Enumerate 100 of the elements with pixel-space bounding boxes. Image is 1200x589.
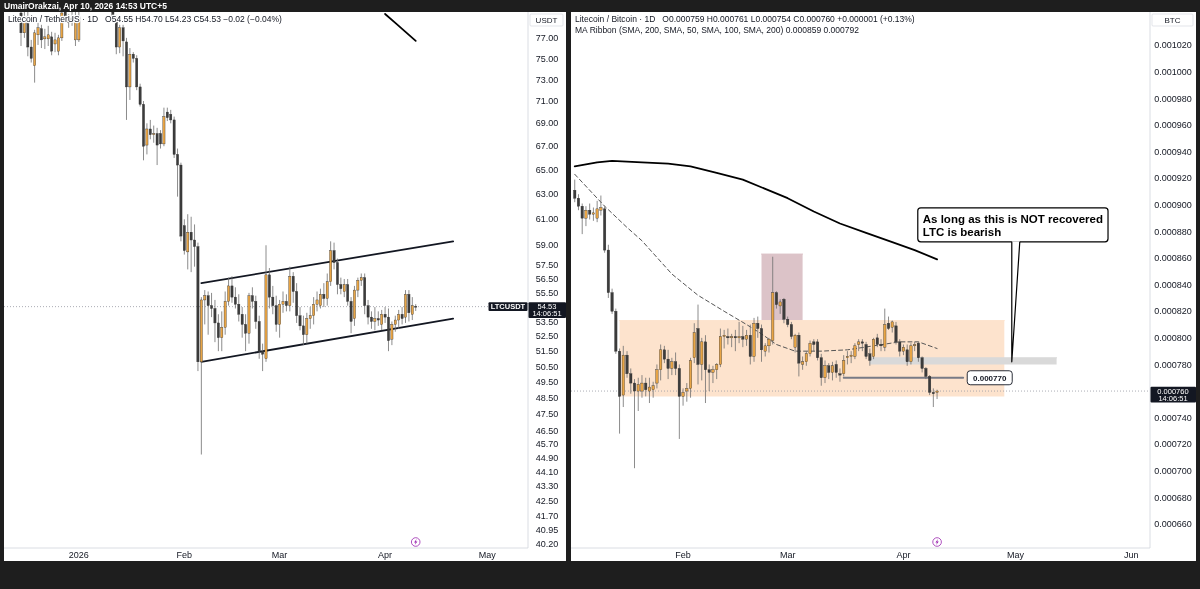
- candlestick: [152, 125, 156, 144]
- y-tick-label: 77.00: [535, 33, 559, 44]
- y-tick-label: 0.000840: [1154, 279, 1192, 290]
- x-tick-label: Feb: [176, 550, 193, 561]
- y-tick-label: 59.00: [535, 240, 559, 251]
- candlestick: [909, 342, 913, 365]
- candlestick: [43, 28, 47, 50]
- x-tick-label: Mar: [779, 550, 796, 561]
- y-tick-label: 0.000740: [1154, 412, 1192, 423]
- candlestick: [726, 328, 730, 345]
- y-tick-label: 67.00: [535, 141, 559, 152]
- y-tick-label: 44.90: [535, 453, 559, 464]
- x-tick-label: May: [478, 550, 497, 561]
- y-tick-label: 55.50: [535, 288, 559, 299]
- y-tick-label: 43.30: [535, 481, 559, 492]
- y-tick-label: 0.001000: [1154, 67, 1192, 77]
- y-tick-label: 53.50: [535, 316, 559, 327]
- y-tick-label: 49.50: [535, 377, 559, 388]
- y-tick-label: 0.001020: [1154, 40, 1192, 51]
- y-tick-label: 63.00: [535, 189, 559, 200]
- y-tick-label: 0.000920: [1154, 173, 1192, 184]
- candlestick: [733, 329, 737, 352]
- candlestick: [831, 361, 834, 381]
- y-tick-label: 0.000880: [1154, 226, 1192, 237]
- y-axis-title: USDT: [535, 15, 558, 25]
- y-tick-label: 75.00: [535, 53, 559, 64]
- y-tick-label: 50.50: [535, 361, 559, 372]
- y-tick-label: 0.000800: [1154, 333, 1192, 344]
- candlestick: [407, 289, 411, 322]
- candlestick: [730, 333, 734, 348]
- candlestick: [206, 291, 210, 336]
- y-tick-label: 51.50: [535, 346, 559, 357]
- annotation: MA Ribbon (SMA, 200, SMA, 50, SMA, 100, SMA, 200) 0.000859 0.000792: [575, 25, 860, 35]
- y-tick-label: 45.70: [535, 439, 559, 450]
- x-tick-label: 2026: [68, 550, 89, 561]
- candlestick: [387, 308, 390, 352]
- candlestick: [648, 377, 651, 404]
- candlestick: [189, 216, 193, 273]
- y-tick-label: 46.50: [535, 425, 559, 436]
- candlestick: [670, 357, 674, 376]
- y-tick-label: 0.000900: [1154, 200, 1192, 210]
- candlestick: [872, 337, 875, 360]
- candlestick: [230, 275, 234, 304]
- candlestick: [823, 360, 827, 384]
- candlestick: [595, 200, 599, 223]
- y-tick-label: 40.95: [535, 524, 559, 535]
- candlestick: [782, 297, 786, 324]
- y-tick-label: 44.10: [535, 467, 559, 478]
- candlestick: [636, 377, 640, 412]
- y-tick-label: 42.50: [535, 495, 559, 506]
- candlestick: [414, 303, 418, 312]
- y-tick-label: 0.000820: [1154, 306, 1192, 317]
- y-tick-label: 0.000720: [1154, 439, 1192, 450]
- x-tick-label: Feb: [675, 550, 691, 561]
- candlestick: [404, 289, 407, 324]
- candlestick: [342, 278, 346, 298]
- y-tick-label: 71.00: [535, 96, 559, 107]
- x-tick-label: May: [1007, 550, 1025, 561]
- x-tick-label: Apr: [896, 550, 911, 561]
- data-label: 0.000770: [973, 373, 1007, 383]
- y-tick-label: 52.50: [535, 331, 559, 342]
- y-axis-title: BTC: [1164, 15, 1181, 25]
- y-tick-label: 0.000960: [1154, 120, 1192, 131]
- candlestick: [186, 213, 190, 270]
- candlestick: [155, 127, 159, 166]
- y-tick-label: 61.00: [535, 214, 559, 225]
- y-tick-label: 0.000660: [1154, 519, 1192, 530]
- y-tick-label: 0.000680: [1154, 492, 1192, 503]
- y-tick-label: 56.50: [535, 274, 559, 285]
- candlestick: [40, 24, 43, 49]
- candlestick: [711, 365, 715, 384]
- candlestick: [322, 282, 326, 308]
- y-tick-label: 69.00: [535, 118, 559, 129]
- candlestick: [53, 32, 57, 53]
- x-tick-label: Jun: [1124, 550, 1139, 561]
- candlestick: [760, 324, 763, 363]
- candlestick: [584, 205, 588, 227]
- candlestick: [666, 349, 670, 380]
- y-tick-label: 0.000940: [1154, 146, 1192, 157]
- y-tick-label: 0.000980: [1154, 93, 1192, 104]
- y-tick-label: 48.50: [535, 393, 559, 404]
- x-tick-label: Mar: [271, 550, 288, 561]
- candlestick: [380, 309, 383, 331]
- y-tick-label: 57.50: [535, 260, 559, 271]
- y-tick-label: 40.20: [535, 539, 559, 550]
- candlestick: [118, 24, 121, 54]
- x-tick-label: Apr: [378, 550, 393, 561]
- candlestick: [737, 321, 741, 344]
- line-series: [384, 13, 417, 42]
- y-tick-label: 0.000700: [1154, 466, 1192, 477]
- text: UmairOrakzai, Apr 10, 2026 14:53 UTC+5: [4, 1, 168, 12]
- candlestick: [592, 207, 595, 222]
- candlestick: [397, 309, 400, 330]
- y-tick-label: 65.00: [535, 164, 559, 175]
- chart-title: Litecoin / Bitcoin · 1D: [575, 14, 656, 24]
- y-tick-label: 41.70: [535, 510, 559, 521]
- y-tick-label: 73.00: [535, 74, 559, 85]
- candlestick: [376, 310, 380, 327]
- y-tick-label: 0.000780: [1154, 359, 1192, 370]
- y-tick-label: 47.50: [535, 409, 559, 420]
